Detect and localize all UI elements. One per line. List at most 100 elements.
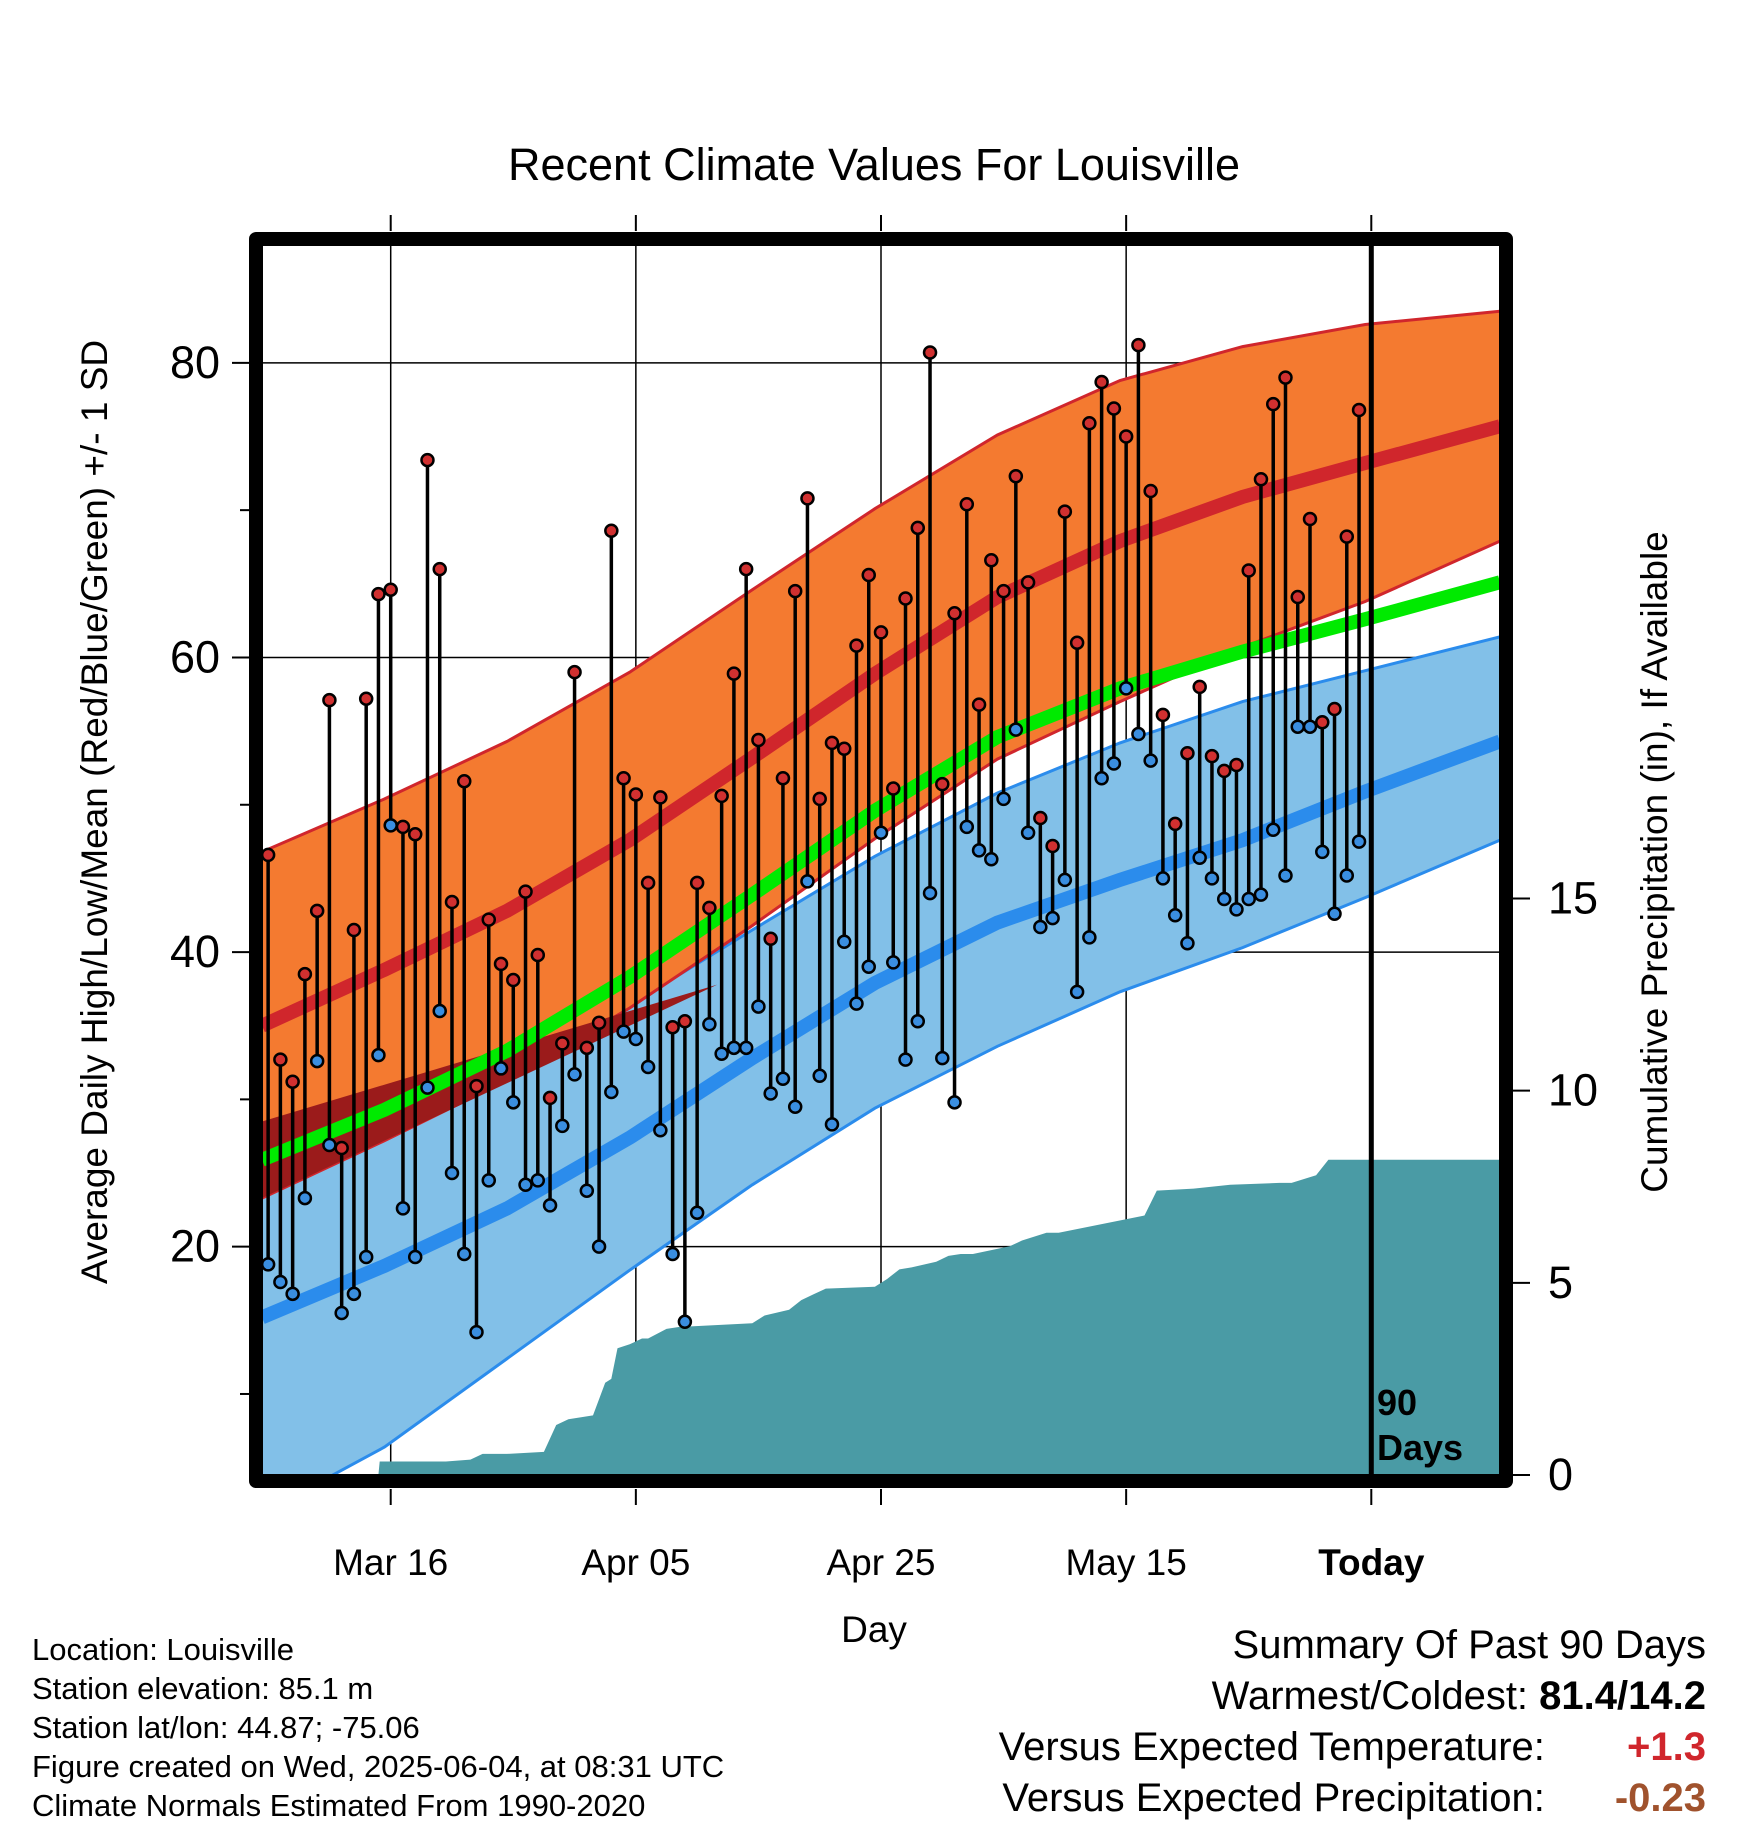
y-tick-label: 80	[170, 337, 220, 388]
daily-low-point	[726, 1040, 742, 1056]
daily-low-point	[824, 1117, 840, 1132]
daily-low-point	[849, 996, 864, 1011]
daily-low-point	[1167, 907, 1183, 923]
daily-low-point	[383, 818, 398, 833]
daily-high-point	[297, 966, 313, 982]
daily-high-point	[1143, 483, 1158, 499]
daily-low-point	[309, 1053, 325, 1069]
x-tick-label: Apr 25	[826, 1542, 935, 1583]
chart-title: Recent Climate Values For Louisville	[508, 139, 1240, 190]
x-tick-label: May 15	[1065, 1542, 1186, 1583]
y-tick-label: 20	[170, 1221, 220, 1272]
daily-high-point	[591, 1015, 607, 1031]
daily-low-point	[1241, 891, 1256, 907]
daily-low-point	[542, 1198, 558, 1213]
summary-precip-value: -0.23	[1614, 1776, 1706, 1820]
daily-low-point	[861, 959, 876, 975]
daily-low-point	[1082, 930, 1097, 945]
daily-low-point	[432, 1003, 447, 1019]
daily-low-point	[935, 1050, 950, 1066]
daily-high-point	[346, 922, 362, 938]
daily-low-point	[873, 825, 889, 840]
daily-high-point	[873, 625, 889, 640]
daily-low-point	[628, 1031, 644, 1047]
mean-normal-line	[262, 575, 1500, 1167]
daily-high-point	[273, 1052, 288, 1067]
daily-high-point	[886, 781, 901, 796]
today-label-days-word: Days	[1377, 1427, 1463, 1468]
daily-high-point	[763, 931, 778, 947]
daily-high-point	[1020, 575, 1036, 590]
daily-low-point	[407, 1249, 423, 1265]
daily-low-point	[922, 885, 938, 901]
daily-low-point	[285, 1286, 300, 1302]
daily-low-point	[322, 1137, 337, 1153]
daily-low-point	[665, 1246, 680, 1262]
daily-low-point	[1204, 871, 1220, 886]
daily-high-point	[1290, 589, 1306, 605]
daily-low-point	[1229, 902, 1244, 917]
daily-high-point	[567, 664, 582, 680]
daily-low-point	[738, 1040, 754, 1056]
station-info: Location: Louisville Station elevation: …	[32, 1630, 724, 1825]
daily-high-point	[383, 582, 398, 597]
daily-high-point	[628, 787, 644, 802]
daily-low-point	[677, 1314, 693, 1330]
daily-low-point	[1106, 756, 1122, 771]
daily-high-point	[689, 875, 705, 891]
daily-low-point	[653, 1123, 668, 1138]
daily-high-point	[1265, 396, 1281, 412]
daily-high-point	[309, 903, 325, 919]
daily-low-point	[812, 1068, 827, 1084]
daily-low-point	[1180, 935, 1195, 951]
daily-high-point	[677, 1014, 693, 1029]
daily-high-point	[1229, 757, 1244, 773]
daily-low-point	[1302, 719, 1318, 734]
daily-low-point	[506, 1095, 521, 1110]
daily-high-point	[996, 583, 1011, 599]
high-normal-line	[262, 419, 1500, 1033]
y2-tick-label: 5	[1548, 1257, 1573, 1308]
daily-low-point	[910, 1014, 926, 1029]
daily-high-point	[1155, 707, 1171, 723]
daily-low-point	[1008, 722, 1024, 737]
daily-low-point	[1339, 868, 1355, 883]
daily-low-point	[1192, 850, 1207, 866]
daily-low-point	[444, 1165, 460, 1181]
daily-low-point	[689, 1205, 705, 1221]
daily-low-point	[947, 1095, 962, 1110]
daily-low-point	[358, 1249, 374, 1265]
daily-high-point	[800, 491, 815, 506]
daily-low-point	[1020, 825, 1036, 840]
daily-low-point	[1278, 868, 1293, 883]
daily-high-point	[518, 884, 533, 899]
daily-low-point	[579, 1183, 595, 1198]
daily-low-point	[1131, 726, 1146, 742]
daily-high-point	[469, 1078, 484, 1094]
summary-title: Summary Of Past 90 Days	[1232, 1623, 1706, 1667]
daily-high-point	[959, 497, 975, 512]
daily-low-point	[1315, 844, 1330, 860]
today-label-days-count: 90	[1377, 1382, 1417, 1423]
daily-low-point	[616, 1024, 631, 1039]
daily-low-point	[604, 1084, 619, 1100]
daily-low-point	[273, 1274, 288, 1290]
daily-low-point	[262, 1257, 276, 1272]
daily-low-point	[493, 1061, 509, 1076]
daily-high-point	[1033, 810, 1048, 826]
daily-high-point	[530, 947, 546, 963]
daily-high-point	[1057, 504, 1073, 519]
daily-high-point	[775, 770, 791, 786]
daily-high-point	[481, 912, 497, 927]
daily-high-point	[542, 1090, 558, 1106]
daily-high-point	[935, 776, 950, 792]
y2-tick-label: 15	[1548, 872, 1598, 923]
daily-high-point	[971, 697, 987, 712]
daily-high-point	[1241, 563, 1256, 578]
daily-low-point	[1094, 770, 1109, 786]
daily-high-point	[1131, 337, 1146, 353]
daily-high-point	[1302, 511, 1318, 527]
daily-high-point	[714, 788, 729, 804]
daily-low-point	[886, 955, 901, 970]
daily-high-point	[702, 900, 717, 916]
